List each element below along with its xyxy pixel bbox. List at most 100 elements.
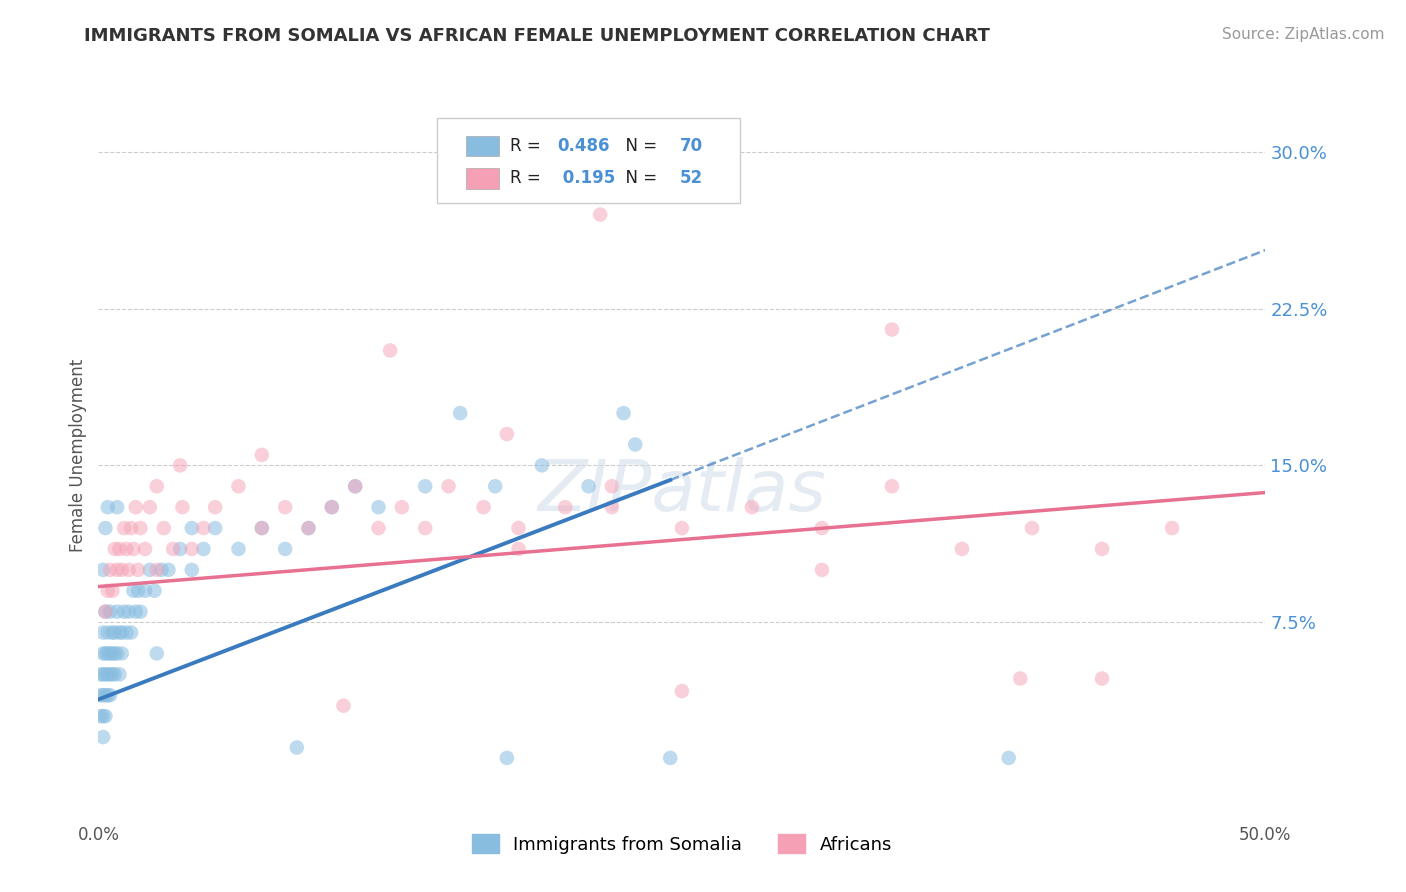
Point [134, 541, 156, 556]
Point [98, 688, 121, 702]
Point [97, 667, 120, 681]
Point [115, 541, 138, 556]
Legend: Immigrants from Somalia, Africans: Immigrants from Somalia, Africans [463, 825, 901, 863]
Point [880, 479, 903, 493]
Point [169, 541, 191, 556]
Point [97, 583, 120, 598]
Point [285, 740, 308, 755]
Point [146, 647, 169, 661]
Point [122, 541, 145, 556]
Point [91, 667, 114, 681]
Point [105, 647, 128, 661]
Point [589, 208, 612, 222]
Point [127, 563, 149, 577]
Point [169, 458, 191, 473]
Point [578, 479, 600, 493]
Point [250, 448, 273, 462]
Point [437, 479, 460, 493]
Point [122, 583, 145, 598]
Point [91, 647, 114, 661]
Point [112, 521, 135, 535]
Point [297, 521, 319, 535]
Text: N =: N = [616, 169, 662, 187]
Point [180, 563, 202, 577]
Point [274, 500, 297, 515]
Point [97, 647, 120, 661]
Text: R =: R = [510, 169, 547, 187]
Point [449, 406, 471, 420]
Point [659, 751, 682, 765]
Text: N =: N = [616, 137, 662, 155]
Point [391, 500, 413, 515]
Point [811, 521, 834, 535]
Point [104, 647, 127, 661]
Point [101, 625, 124, 640]
Point [108, 667, 131, 681]
Point [98, 605, 121, 619]
Point [157, 563, 180, 577]
Point [880, 322, 903, 336]
Point [108, 625, 131, 640]
Point [91, 563, 114, 577]
Point [90, 709, 112, 723]
FancyBboxPatch shape [437, 119, 741, 202]
Point [91, 709, 114, 723]
Point [162, 541, 184, 556]
Point [613, 406, 636, 420]
FancyBboxPatch shape [465, 169, 499, 189]
Point [180, 541, 202, 556]
Point [1091, 541, 1114, 556]
Point [139, 563, 162, 577]
Point [554, 500, 576, 515]
Point [172, 500, 194, 515]
Point [496, 751, 519, 765]
Point [146, 479, 169, 493]
Point [129, 521, 152, 535]
Point [105, 563, 128, 577]
Point [228, 541, 250, 556]
Point [380, 343, 402, 358]
Point [91, 625, 114, 640]
Point [367, 500, 389, 515]
Point [146, 563, 169, 577]
Point [101, 667, 124, 681]
Text: 70: 70 [679, 137, 703, 155]
Point [115, 625, 138, 640]
Point [508, 541, 530, 556]
Point [94, 709, 117, 723]
Point [104, 667, 127, 681]
Text: Source: ZipAtlas.com: Source: ZipAtlas.com [1222, 27, 1385, 42]
Text: ZIPatlas: ZIPatlas [537, 457, 827, 526]
Point [104, 625, 127, 640]
Y-axis label: Female Unemployment: Female Unemployment [69, 359, 87, 551]
Point [413, 521, 436, 535]
Point [101, 583, 124, 598]
Text: 52: 52 [679, 169, 703, 187]
Point [297, 521, 319, 535]
Point [143, 583, 166, 598]
Point [97, 688, 120, 702]
Point [496, 427, 519, 442]
Point [472, 500, 495, 515]
Point [108, 541, 131, 556]
Point [97, 625, 120, 640]
Point [94, 688, 117, 702]
Point [741, 500, 763, 515]
Point [950, 541, 973, 556]
Point [150, 563, 173, 577]
Point [413, 479, 436, 493]
Point [125, 605, 148, 619]
FancyBboxPatch shape [465, 136, 499, 156]
Point [104, 541, 127, 556]
Text: R =: R = [510, 137, 547, 155]
Point [111, 625, 134, 640]
Point [193, 541, 215, 556]
Point [671, 684, 693, 698]
Point [1091, 672, 1114, 686]
Point [624, 437, 647, 451]
Point [1010, 672, 1032, 686]
Point [228, 479, 250, 493]
Point [91, 730, 114, 744]
Point [332, 698, 354, 713]
Point [120, 521, 142, 535]
